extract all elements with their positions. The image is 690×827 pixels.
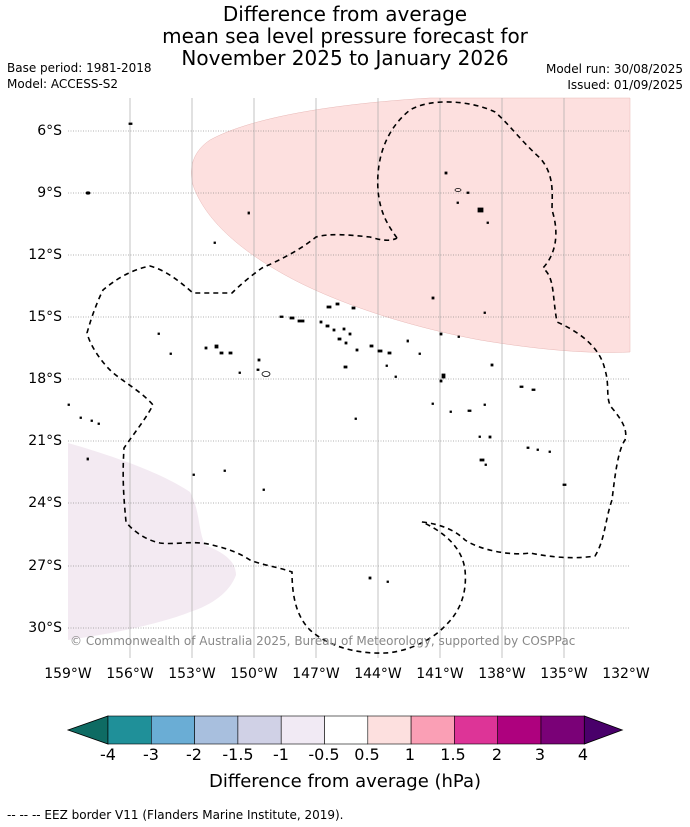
colorbar-title: Difference from average (hPa)	[208, 771, 482, 792]
base-period: Base period: 1981-2018	[7, 61, 152, 75]
model-name: Model: ACCESS-S2	[7, 77, 119, 91]
eez-legend: -- -- -- EEZ border V11 (Flanders Marine…	[7, 808, 344, 822]
colorbar-tick: 2	[491, 745, 503, 764]
colorbar-segment	[454, 715, 498, 745]
copyright-notice: © Commonwealth of Australia 2025, Bureau…	[70, 634, 576, 648]
islands	[67, 122, 567, 583]
lon-label-159w: 159°W	[44, 666, 92, 682]
positive-anomaly-region	[191, 97, 631, 353]
meta-right: Model run: 30/08/2025 Issued: 01/09/2025	[546, 61, 683, 93]
issued-date: Issued: 01/09/2025	[567, 78, 683, 92]
meridian-lines	[129, 98, 565, 658]
colorbar-tick: -1	[273, 745, 289, 764]
colorbar-segment	[280, 715, 325, 745]
title-line-2: mean sea level pressure forecast for	[162, 24, 528, 48]
colorbar-segment	[194, 715, 239, 745]
lon-label-135w: 135°W	[540, 666, 588, 682]
lat-label-21s: 21°S	[28, 433, 62, 449]
lat-label-12s: 12°S	[28, 247, 62, 263]
lon-label-132w: 132°W	[602, 666, 650, 682]
lat-label-18s: 18°S	[28, 371, 62, 387]
lat-label-24s: 24°S	[28, 495, 62, 511]
colorbar-tick: -4	[100, 745, 116, 764]
colorbar-extend-low	[66, 715, 109, 745]
colorbar-segment	[497, 715, 542, 745]
lat-label-15s: 15°S	[28, 309, 62, 325]
colorbar-segment	[237, 715, 282, 745]
lon-label-153w: 153°W	[168, 666, 216, 682]
lon-label-141w: 141°W	[416, 666, 464, 682]
title-line-3: November 2025 to January 2026	[181, 46, 509, 70]
colorbar	[66, 715, 624, 745]
colorbar-segment	[151, 715, 195, 745]
lon-label-150w: 150°W	[230, 666, 278, 682]
meta-left: Base period: 1981-2018 Model: ACCESS-S2	[7, 60, 152, 92]
lon-label-147w: 147°W	[292, 666, 340, 682]
lon-label-156w: 156°W	[106, 666, 154, 682]
colorbar-tick: 1	[404, 745, 416, 764]
colorbar-tick: 4	[577, 745, 589, 764]
title-line-1: Difference from average	[222, 2, 468, 26]
colorbar-tick: 0.5	[354, 745, 380, 764]
colorbar-segment	[367, 715, 412, 745]
lat-label-30s: 30°S	[28, 620, 62, 636]
colorbar-segment	[324, 715, 369, 745]
lat-label-27s: 27°S	[28, 558, 62, 574]
colorbar-tick: 1.5	[440, 745, 466, 764]
colorbar-segment	[107, 715, 152, 745]
colorbar-tick: 3	[534, 745, 546, 764]
model-run: Model run: 30/08/2025	[545, 62, 683, 76]
lat-label-6s: 6°S	[37, 123, 62, 139]
lat-label-9s: 9°S	[37, 185, 62, 201]
colorbar-tick: -0.5	[308, 745, 340, 764]
colorbar-tick: -3	[143, 745, 159, 764]
grid-lines	[68, 130, 630, 629]
eez-border	[86, 101, 627, 654]
colorbar-segment	[410, 715, 455, 745]
colorbar-segment	[540, 715, 585, 745]
colorbar-tick: -1.5	[222, 745, 254, 764]
lon-label-138w: 138°W	[478, 666, 526, 682]
colorbar-tick: -2	[186, 745, 202, 764]
chart-title: Difference from average mean sea level p…	[0, 3, 690, 69]
lon-label-144w: 144°W	[354, 666, 402, 682]
colorbar-extend-high	[583, 715, 624, 745]
